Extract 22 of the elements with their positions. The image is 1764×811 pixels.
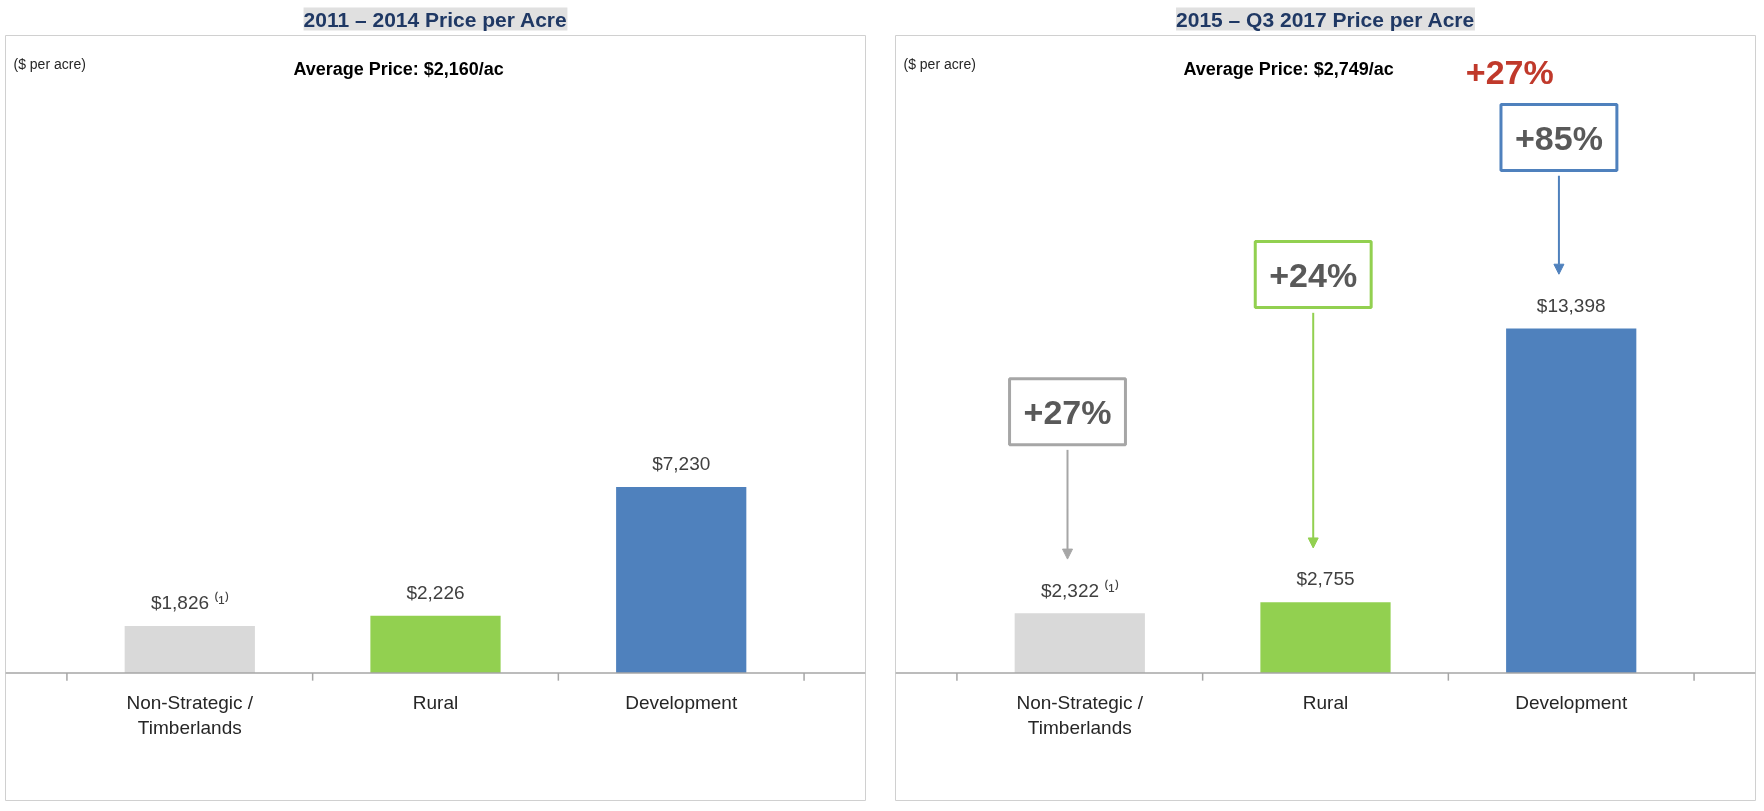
x-tick-label: Non-Strategic / Timberlands (1016, 692, 1144, 739)
text: ($ per acre) (13, 55, 86, 72)
chart-title: 2015 – Q3 2017 Price per Acre (1176, 7, 1475, 31)
text: ($ per acre) (903, 55, 976, 72)
data-label: $2,226 (406, 582, 465, 603)
data-label: $1,826 ⁽¹⁾ (150, 591, 229, 614)
text: +24% (1269, 255, 1358, 294)
text: +85% (1514, 118, 1603, 157)
text: Average Price: $2,749/ac (1183, 58, 1394, 79)
annotation: +27% (1023, 392, 1112, 431)
x-tick-label: Development (625, 692, 738, 714)
x-tick-label: Development (1515, 692, 1628, 714)
data-label: $2,322 ⁽¹⁾ (1040, 578, 1119, 601)
chart-title: 2011 – 2014 Price per Acre (303, 7, 567, 31)
data-label: $13,398 (1536, 294, 1606, 316)
data-label: $2,755 (1296, 568, 1355, 590)
text: Average Price: $2,160/ac (293, 58, 504, 79)
text: +27% (1465, 52, 1554, 91)
data-label: $7,230 (652, 453, 711, 475)
x-tick-label: Rural (412, 692, 459, 714)
x-tick-label: Rural (1302, 692, 1349, 714)
x-tick-label: Non-Strategic / Timberlands (126, 692, 254, 739)
